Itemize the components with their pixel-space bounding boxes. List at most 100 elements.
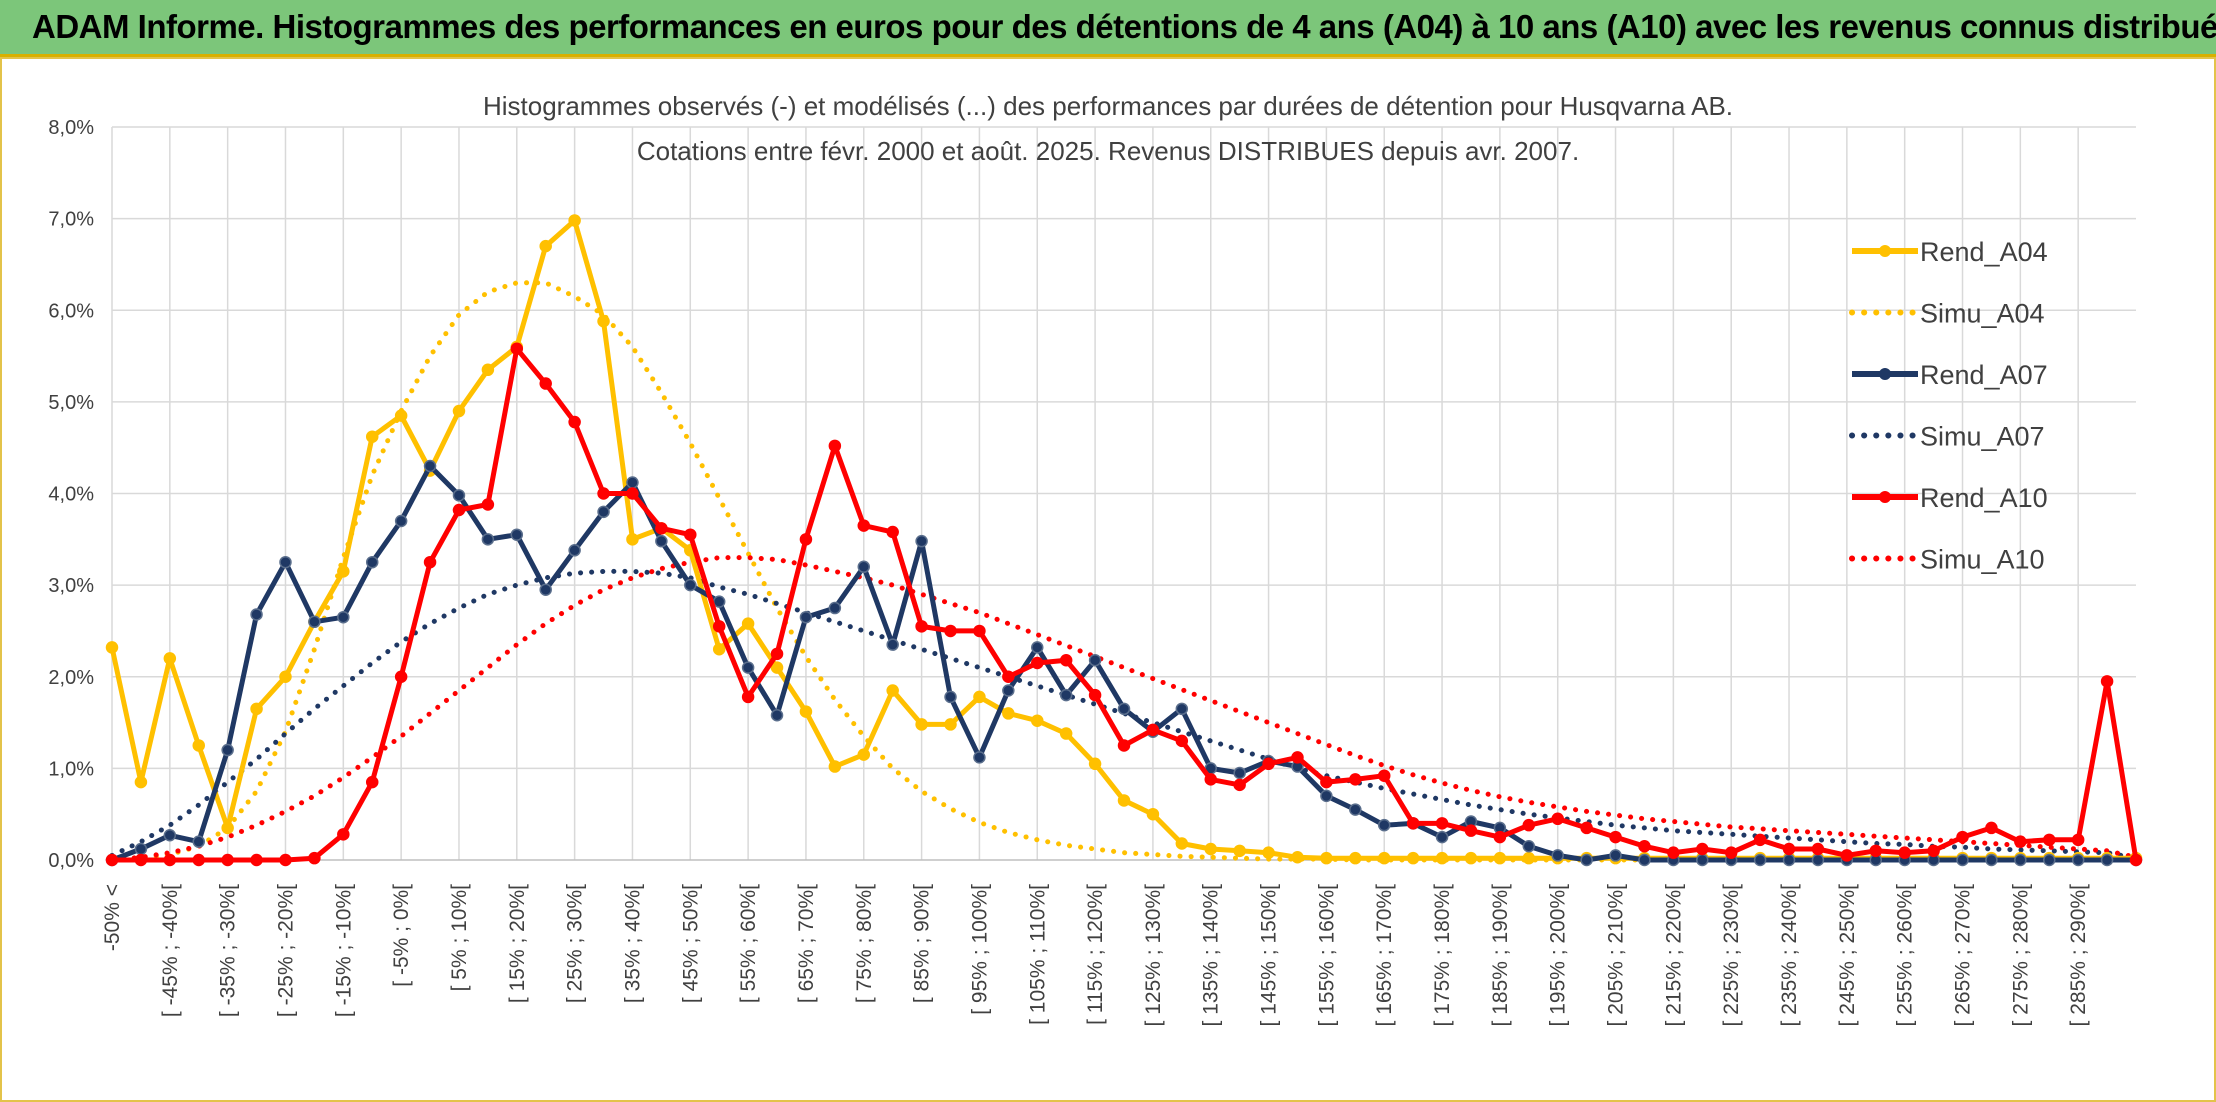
y-axis: 0,0% 1,0% 2,0% 3,0% 4,0% 5,0% 6,0% 7,0% 8,0% (48, 117, 94, 872)
x-tick-label: [ 75% ; 80%[ (853, 884, 876, 1003)
data-point (192, 835, 205, 848)
x-tick-label: [ 145% ; 150%[ (1258, 884, 1281, 1027)
data-point (1377, 769, 1391, 782)
data-point (1291, 851, 1304, 864)
series-simu-a04 (109, 280, 2139, 863)
data-point (1175, 702, 1189, 716)
data-point (1349, 851, 1362, 865)
data-point (452, 503, 466, 517)
data-point (626, 487, 639, 500)
x-tick-label: [ 215% ; 220%[ (1662, 884, 1685, 1027)
y-tick-label: 0,0% (48, 850, 94, 872)
series-rend-a07 (105, 459, 2143, 867)
data-point (1869, 844, 1883, 858)
data-point (886, 684, 899, 697)
data-point (741, 661, 755, 674)
x-tick-label: [ 25% ; 30%[ (564, 884, 587, 1003)
data-point (423, 459, 437, 473)
data-point (1956, 853, 1969, 867)
legend-label: Rend_A07 (1920, 360, 2048, 390)
data-point (1320, 851, 1333, 865)
data-point (1522, 851, 1536, 865)
data-point (857, 560, 871, 574)
data-point (828, 760, 842, 773)
x-tick-label: [ -45% ; -40%[ (159, 884, 182, 1017)
chart-title: Histogrammes observés (-) et modélisés (… (483, 91, 1733, 121)
data-point (568, 214, 581, 227)
series-line (109, 280, 2139, 863)
x-tick-label: [ 245% ; 250%[ (1836, 884, 1859, 1027)
x-tick-label: [ 55% ; 60%[ (737, 884, 760, 1003)
data-point (1088, 654, 1102, 667)
data-point (1782, 853, 1796, 867)
x-tick-label: [ 275% ; 280%[ (2009, 884, 2032, 1027)
data-point (1377, 818, 1391, 832)
data-point (481, 498, 495, 511)
x-tick-label: [ 115% ; 120%[ (1084, 884, 1107, 1025)
data-point (799, 705, 813, 718)
data-point (337, 565, 350, 578)
data-point (221, 821, 234, 835)
data-point (1059, 688, 1073, 702)
data-point (741, 617, 755, 630)
data-point (857, 748, 871, 761)
x-tick-label: [ -35% ; -30%[ (217, 884, 240, 1017)
data-point (944, 624, 957, 638)
series-simu-a10 (109, 555, 2139, 863)
y-tick-label: 6,0% (48, 300, 94, 322)
data-point (1580, 821, 1593, 835)
x-tick-label: [ 5% ; 10%[ (448, 884, 471, 992)
data-point (1088, 688, 1102, 702)
data-point (1291, 751, 1304, 764)
data-point (655, 522, 668, 535)
data-point (1464, 824, 1478, 837)
data-point (279, 555, 292, 569)
legend-marker (1879, 491, 1891, 503)
y-tick-label: 8,0% (48, 117, 94, 139)
data-point (1435, 851, 1449, 865)
data-point (1233, 844, 1246, 858)
x-tick-label: [ -5% ; 0%[ (390, 884, 413, 987)
series-layer (105, 214, 2143, 867)
data-point (105, 853, 119, 867)
data-point (394, 409, 408, 422)
data-point (915, 534, 928, 548)
data-point (452, 489, 466, 502)
data-point (1002, 684, 1015, 697)
data-point (481, 533, 495, 546)
data-point (1031, 641, 1044, 654)
y-tick-label: 5,0% (48, 392, 94, 414)
data-point (250, 608, 263, 621)
data-point (770, 647, 784, 661)
data-point (2129, 853, 2143, 867)
data-point (2014, 835, 2027, 848)
data-point (1811, 853, 1825, 867)
data-point (1320, 775, 1333, 789)
data-point (394, 514, 408, 528)
data-point (221, 743, 234, 757)
data-point (1667, 846, 1680, 859)
data-point (828, 439, 842, 453)
data-point (944, 690, 957, 704)
data-point (626, 476, 639, 489)
series-line (109, 555, 2139, 863)
data-point (915, 718, 928, 731)
legend-label: Rend_A10 (1920, 483, 2048, 513)
series-rend-a10 (105, 342, 2143, 867)
legend-item: Simu_A07 (1849, 422, 2045, 452)
data-point (1985, 821, 1998, 835)
data-point (770, 661, 784, 674)
legend-item: Simu_A04 (1849, 299, 2045, 329)
data-point (394, 670, 408, 683)
data-point (1406, 817, 1420, 830)
data-point (539, 377, 552, 390)
data-point (1059, 727, 1073, 740)
data-point (2100, 675, 2114, 688)
x-tick-label: [ -15% ; -10%[ (332, 884, 355, 1017)
data-point (944, 718, 957, 731)
data-point (1204, 842, 1217, 856)
data-point (134, 853, 148, 867)
legend-label: Simu_A04 (1920, 299, 2045, 329)
data-point (1753, 833, 1767, 847)
